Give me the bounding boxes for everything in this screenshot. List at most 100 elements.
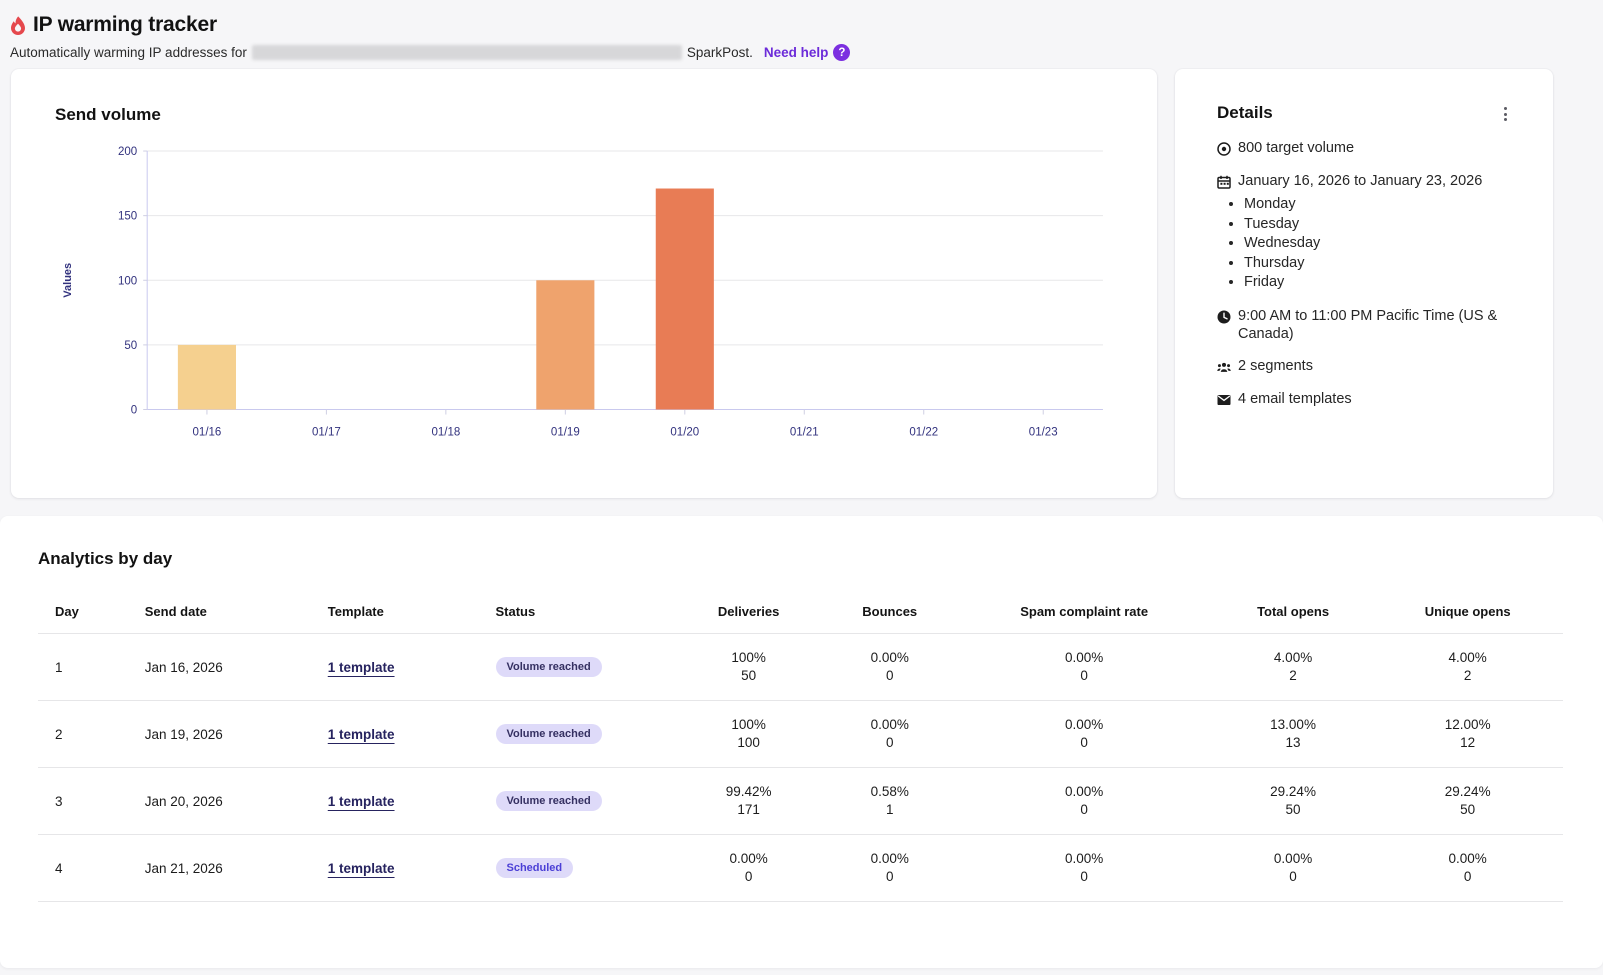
details-card: Details 800 target volume [1175, 69, 1553, 498]
metric-cell-bounces: 0.00% 0 [824, 834, 955, 902]
metric-cell-deliveries: 0.00% 0 [672, 834, 825, 902]
chart-title: Send volume [55, 105, 161, 124]
col-header-bounces: Bounces [862, 604, 918, 619]
metric-cell-total-opens: 0.00% 0 [1213, 834, 1373, 902]
page-subtitle: Automatically warming IP addresses for S… [10, 44, 1593, 61]
metric-cell-bounces: 0.00% 0 [824, 700, 955, 768]
row-send-date: Jan 19, 2026 [144, 700, 328, 768]
metric-cell-bounces: 0.00% 0 [824, 633, 955, 701]
analytics-table-body: 1 Jan 16, 2026 1 template Volume reached 100… [38, 633, 1563, 902]
metric-cell-deliveries: 100% 50 [672, 633, 825, 701]
send-volume-chart: 0 50 100 150 200 01/16 01/17 01/18 01/19 01/20 01/… [55, 131, 1117, 459]
metric-cell-spam: 0.00% 0 [954, 700, 1214, 768]
status-badge: Volume reached [495, 791, 602, 811]
template-link[interactable]: 1 template [327, 793, 395, 809]
status-badge: Volume reached [495, 657, 602, 677]
svg-text:01/22: 01/22 [909, 427, 938, 439]
need-help-link[interactable]: Need help [763, 45, 829, 60]
col-header-total-opens: Total opens [1257, 604, 1330, 619]
row-day: 3 [38, 767, 145, 835]
users-icon [1217, 363, 1231, 373]
metric-cell-spam: 0.00% 0 [954, 633, 1214, 701]
calendar-icon [1217, 175, 1231, 189]
kebab-menu-icon[interactable] [1498, 103, 1513, 125]
details-days-list: MondayTuesdayWednesdayThursdayFriday [1244, 195, 1513, 293]
metric-cell-unique-opens: 12.00% 12 [1372, 700, 1563, 768]
metric-cell-unique-opens: 0.00% 0 [1372, 834, 1563, 902]
help-question-icon[interactable]: ? [833, 44, 851, 61]
row-day: 4 [38, 834, 145, 902]
col-header-deliveries: Deliveries [717, 604, 780, 619]
clock-icon [1217, 310, 1231, 324]
analytics-table: Day Send date Template Status Deliveries… [38, 594, 1563, 902]
row-day: 1 [38, 633, 145, 701]
svg-text:50: 50 [124, 340, 137, 352]
bar-01/20 [655, 188, 714, 410]
template-link[interactable]: 1 template [327, 726, 395, 742]
details-day-item: Friday [1244, 273, 1513, 293]
redacted-ip-list [251, 45, 682, 60]
metric-cell-deliveries: 99.42% 171 [672, 767, 825, 835]
table-row: 2 Jan 19, 2026 1 template Volume reached 100… [38, 700, 1563, 768]
bar-01/16 [177, 344, 236, 410]
svg-text:150: 150 [118, 211, 137, 223]
svg-text:01/23: 01/23 [1029, 427, 1058, 439]
col-header-send-date: Send date [144, 604, 207, 619]
metric-cell-spam: 0.00% 0 [954, 767, 1214, 835]
table-row: 4 Jan 21, 2026 1 template Scheduled 0.00% 0 0.… [38, 834, 1563, 902]
detail-target-volume: 800 target volume [1217, 140, 1513, 158]
envelope-icon [1217, 394, 1231, 405]
status-badge: Volume reached [495, 724, 602, 744]
subtitle-prefix: Automatically warming IP addresses for [10, 45, 247, 60]
details-day-item: Wednesday [1244, 234, 1513, 254]
page-header: IP warming tracker Automatically warming… [0, 0, 1603, 61]
details-day-item: Thursday [1244, 254, 1513, 274]
send-volume-card: Send volume 0 50 100 150 200 01/16 01/17 01/18 0… [11, 69, 1157, 498]
analytics-title: Analytics by day [38, 549, 173, 568]
details-day-item: Tuesday [1244, 215, 1513, 235]
row-send-date: Jan 21, 2026 [144, 834, 328, 902]
metric-cell-total-opens: 29.24% 50 [1213, 767, 1373, 835]
table-row: 1 Jan 16, 2026 1 template Volume reached 100… [38, 633, 1563, 701]
metric-cell-unique-opens: 29.24% 50 [1372, 767, 1563, 835]
table-header-row: Day Send date Template Status Deliveries… [38, 594, 1563, 634]
col-header-status: Status [495, 604, 536, 619]
col-header-template: Template [327, 604, 384, 619]
metric-cell-unique-opens: 4.00% 2 [1372, 633, 1563, 701]
target-icon [1217, 142, 1231, 156]
detail-date-range: January 16, 2026 to January 23, 2026 Mon… [1217, 173, 1513, 293]
flame-icon [11, 15, 25, 35]
svg-text:01/21: 01/21 [790, 427, 819, 439]
svg-text:100: 100 [118, 275, 137, 287]
metric-cell-bounces: 0.58% 1 [824, 767, 955, 835]
row-send-date: Jan 16, 2026 [144, 633, 328, 701]
svg-text:01/19: 01/19 [551, 427, 580, 439]
details-title: Details [1217, 103, 1273, 122]
svg-text:200: 200 [118, 146, 137, 158]
svg-text:01/20: 01/20 [670, 427, 699, 439]
detail-email-templates: 4 email templates [1217, 391, 1513, 409]
svg-text:0: 0 [131, 405, 137, 417]
col-header-unique-opens: Unique opens [1424, 604, 1511, 619]
col-header-spam: Spam complaint rate [1020, 604, 1149, 619]
subtitle-suffix: SparkPost. [686, 45, 753, 60]
svg-text:Values: Values [62, 263, 74, 298]
metric-cell-deliveries: 100% 100 [672, 700, 825, 768]
details-day-item: Monday [1244, 195, 1513, 215]
detail-time-range: 9:00 AM to 11:00 PM Pacific Time (US & C… [1217, 308, 1513, 343]
row-send-date: Jan 20, 2026 [144, 767, 328, 835]
svg-text:01/18: 01/18 [431, 427, 460, 439]
template-link[interactable]: 1 template [327, 860, 395, 876]
metric-cell-spam: 0.00% 0 [954, 834, 1214, 902]
page-title: IP warming tracker [33, 13, 217, 36]
status-badge: Scheduled [495, 858, 574, 878]
metric-cell-total-opens: 4.00% 2 [1213, 633, 1373, 701]
table-row: 3 Jan 20, 2026 1 template Volume reached 99.… [38, 767, 1563, 835]
bar-01/19 [536, 280, 595, 410]
svg-text:01/16: 01/16 [193, 427, 222, 439]
col-header-day: Day [55, 604, 79, 619]
detail-segments: 2 segments [1217, 358, 1513, 376]
svg-text:01/17: 01/17 [312, 427, 341, 439]
row-day: 2 [38, 700, 145, 768]
template-link[interactable]: 1 template [327, 659, 395, 675]
